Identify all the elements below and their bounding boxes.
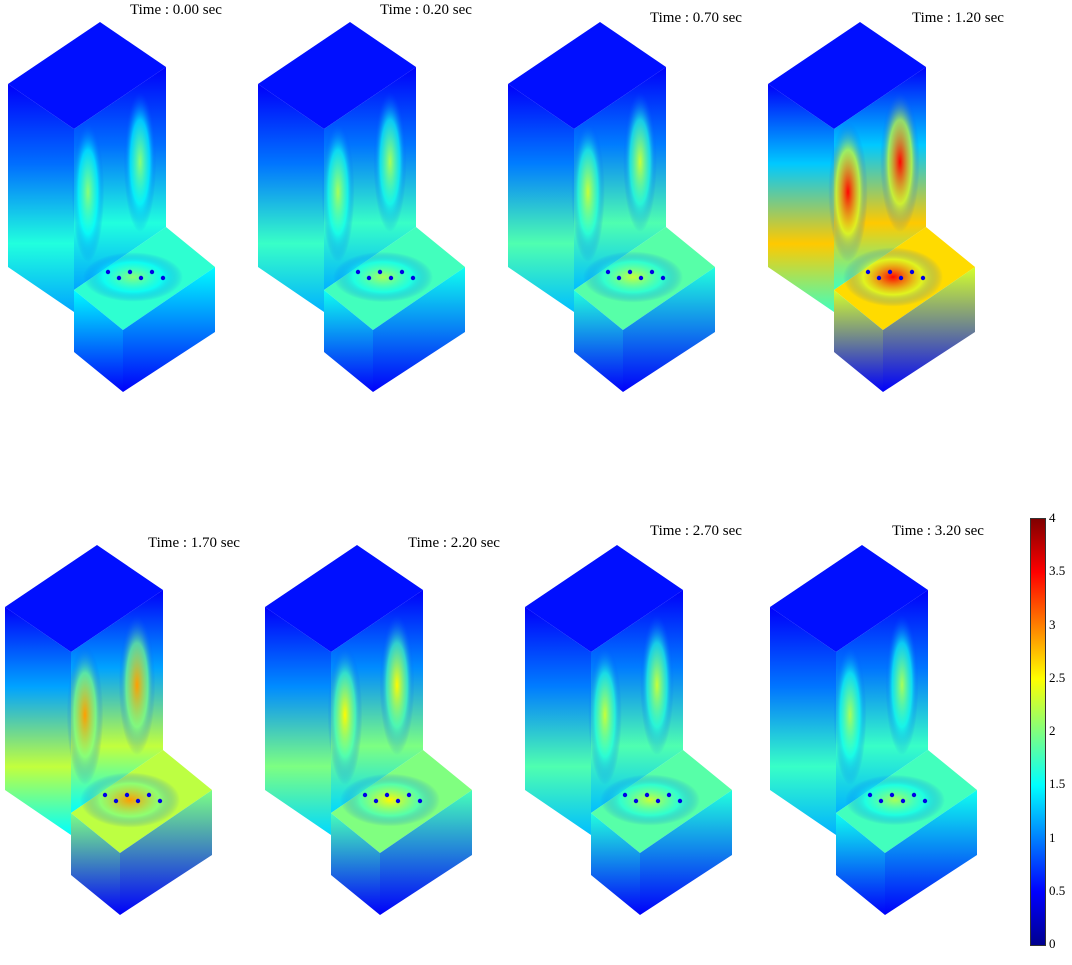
time-label: Time : 0.00 sec xyxy=(130,2,222,18)
furnace-render xyxy=(258,22,465,392)
furnace-panel xyxy=(5,545,273,965)
colorbar-tick-label: 1 xyxy=(1049,829,1056,845)
furnace-panel xyxy=(265,545,533,965)
colorbar-tick-label: 2 xyxy=(1049,723,1056,738)
furnace-panel xyxy=(258,22,526,442)
furnace-render xyxy=(8,22,215,392)
time-label: Time : 0.70 sec xyxy=(650,10,742,26)
furnace-panel xyxy=(508,22,776,442)
time-label: Time : 2.70 sec xyxy=(650,523,742,539)
colorbar-tick-label: 2.5 xyxy=(1049,669,1066,685)
colorbar xyxy=(1030,518,1046,946)
furnace-render xyxy=(768,22,975,392)
colorbar-tick-label: 0.5 xyxy=(1049,882,1066,898)
colorbar-tick-label: 1.5 xyxy=(1049,776,1066,792)
furnace-render xyxy=(265,545,472,915)
colorbar-tick-label: 0 xyxy=(1049,936,1056,951)
time-label: Time : 1.20 sec xyxy=(912,10,1004,26)
furnace-panel xyxy=(8,22,276,442)
furnace-render xyxy=(525,545,732,915)
time-label: Time : 1.70 sec xyxy=(148,535,240,551)
furnace-render xyxy=(5,545,212,915)
colorbar-tick-label: 3.5 xyxy=(1049,563,1066,579)
furnace-panel xyxy=(770,545,1038,965)
time-label: Time : 3.20 sec xyxy=(892,523,984,539)
time-label: Time : 0.20 sec xyxy=(380,2,472,18)
colorbar-tick-label: 3 xyxy=(1049,616,1056,632)
furnace-render xyxy=(770,545,977,915)
time-label: Time : 2.20 sec xyxy=(408,535,500,551)
colorbar-tick-label: 4 xyxy=(1049,510,1056,525)
furnace-panel xyxy=(525,545,793,965)
furnace-panel xyxy=(768,22,1036,442)
furnace-render xyxy=(508,22,715,392)
